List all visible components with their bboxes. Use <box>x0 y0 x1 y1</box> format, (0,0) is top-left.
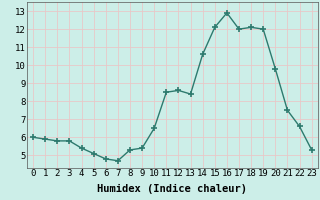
X-axis label: Humidex (Indice chaleur): Humidex (Indice chaleur) <box>97 184 247 194</box>
